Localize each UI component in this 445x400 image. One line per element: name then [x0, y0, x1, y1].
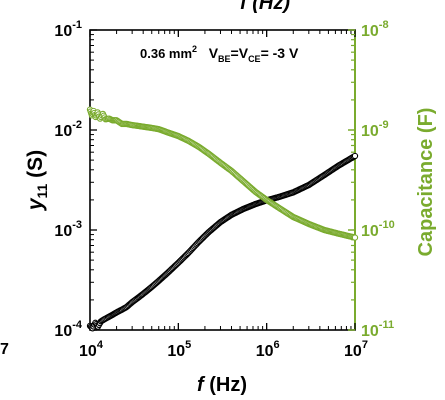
tick-labels: 104 105 106 107 10-4 10-3 10-2 10-1 10-11 10-10 10… [54, 19, 394, 360]
y-left-tick-label: 10-3 [54, 219, 82, 240]
y-axis-right-title: Capacitance (F) [415, 108, 437, 257]
data-series [86, 106, 359, 332]
top-fragment-text: f (Hz) [240, 0, 290, 14]
left-fragment-text: 7 [0, 341, 9, 358]
x-tick-label: 107 [344, 339, 368, 360]
annotation-text: 0.36 mm2 VBE=VCE= -3 V [140, 40, 299, 64]
y-right-tick-label: 10-10 [361, 219, 395, 240]
y-right-tick-label: 10-11 [361, 319, 394, 340]
y-axis-left-title: y11 (S) [24, 150, 50, 211]
x-tick-label: 105 [167, 339, 191, 360]
x-tick-label: 106 [256, 339, 280, 360]
y-right-tick-label: 10-8 [361, 19, 389, 40]
y-left-tick-label: 10-2 [54, 119, 82, 140]
x-axis-title: f (Hz) [197, 374, 247, 396]
y11-point [351, 152, 359, 160]
axis-ticks [89, 29, 356, 331]
y-left-tick-label: 10-1 [54, 19, 82, 40]
y-right-tick-label: 10-9 [361, 119, 389, 140]
x-tick-label: 104 [79, 339, 104, 360]
capacitance-point [351, 234, 359, 241]
y-left-tick-label: 10-4 [54, 319, 82, 340]
